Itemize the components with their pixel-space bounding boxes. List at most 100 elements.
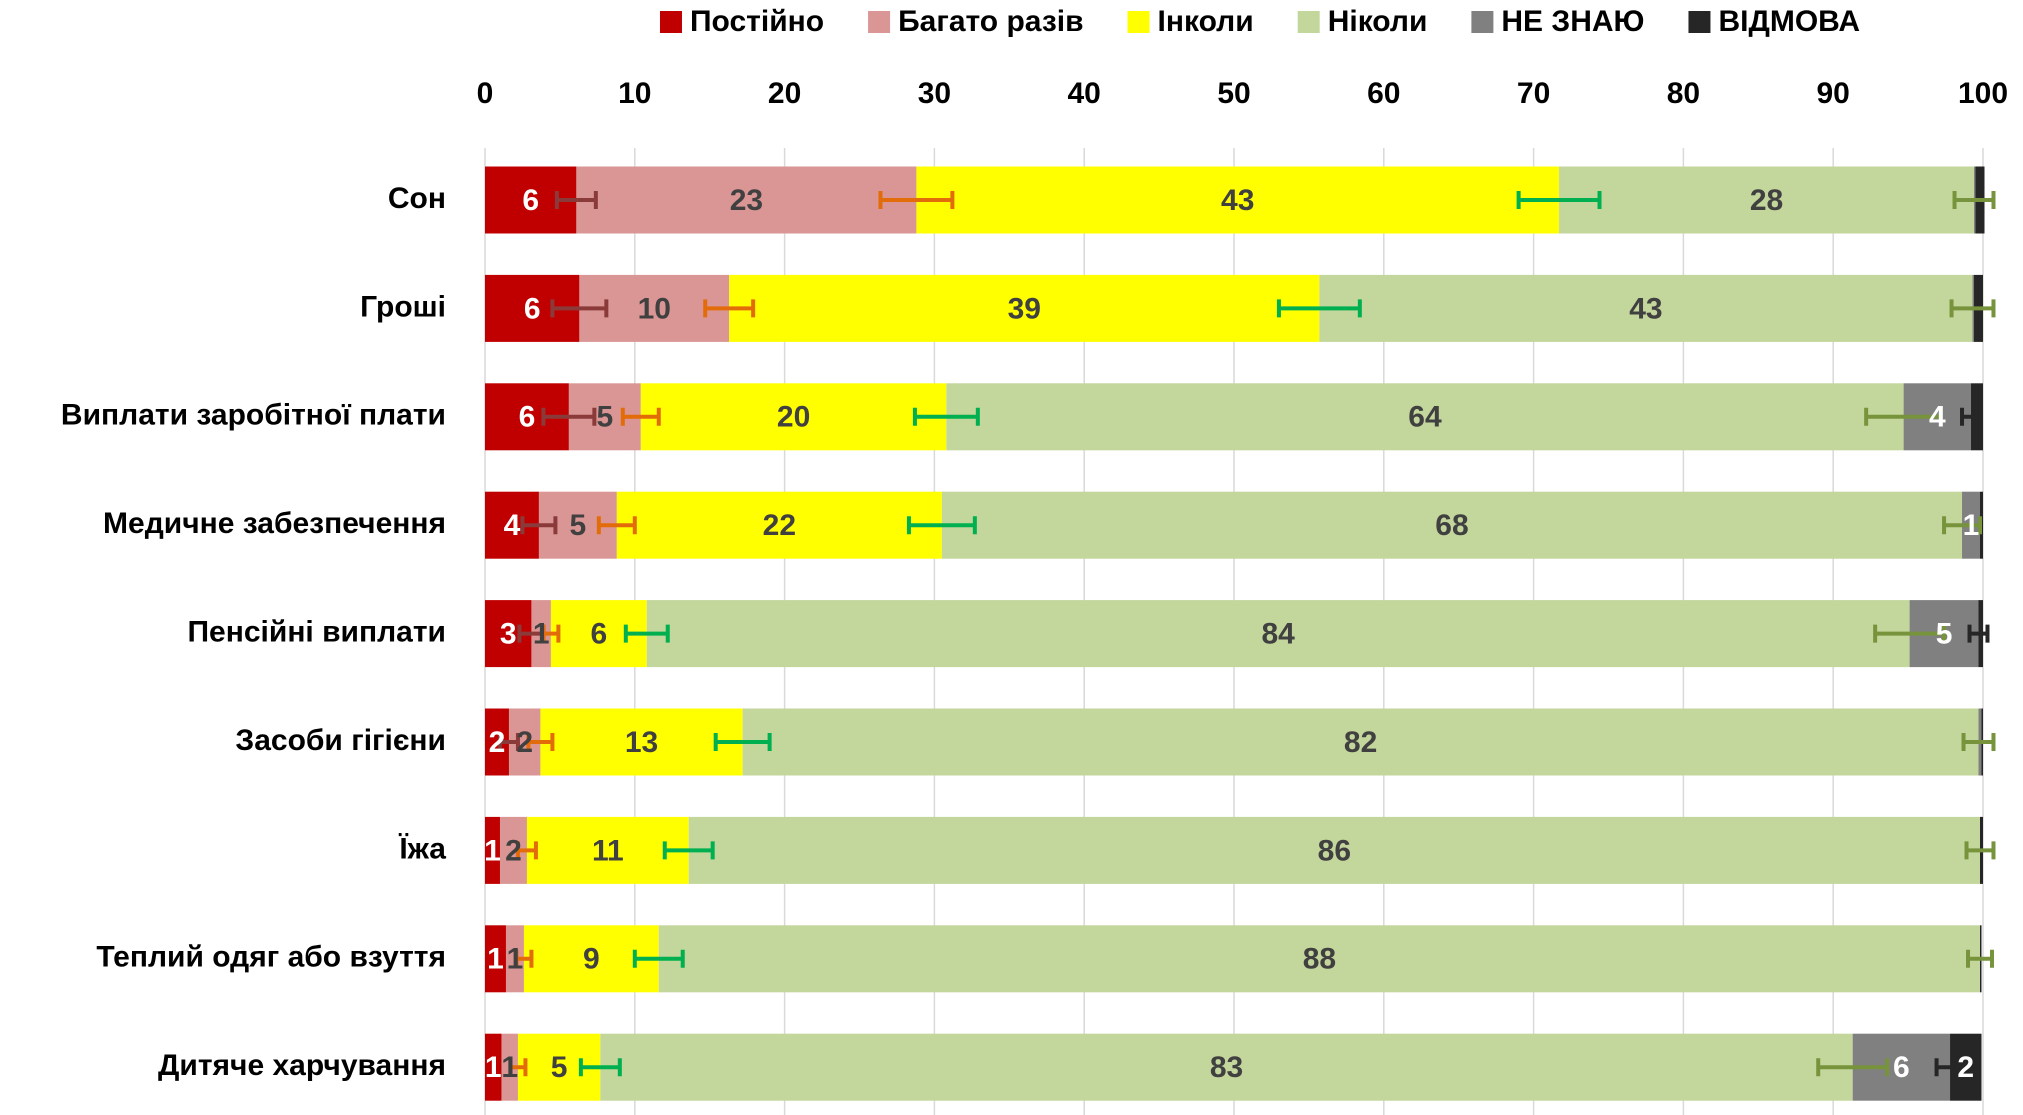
value-label: 23 (730, 184, 763, 217)
value-label: 5 (1936, 618, 1953, 651)
bar-segment (1319, 274, 1973, 342)
error-bar (541, 407, 597, 426)
value-label: 1 (485, 1051, 502, 1084)
error-bar (1864, 407, 1944, 426)
value-label: 84 (1262, 618, 1296, 651)
y-tick-label: Теплий одяг або взуття (96, 941, 446, 974)
value-label: 5 (570, 509, 587, 542)
error-bar (520, 516, 558, 535)
legend-label: ВІДМОВА (1718, 5, 1860, 38)
x-tick-label: 90 (1817, 77, 1850, 110)
value-label: 6 (524, 292, 541, 325)
error-bar (632, 949, 685, 968)
error-bar (1964, 841, 1996, 860)
value-label: 86 (1318, 834, 1351, 867)
value-label: 2 (489, 726, 506, 759)
value-label: 82 (1344, 726, 1377, 759)
y-tick-label: Гроші (360, 290, 446, 323)
legend-label: НЕ ЗНАЮ (1501, 5, 1644, 38)
bar-segment (916, 166, 1560, 234)
error-bar (1949, 299, 1996, 318)
error-bar (912, 407, 980, 426)
value-label: 1 (1963, 509, 1980, 542)
value-label: 1 (501, 1051, 518, 1084)
y-tick-label: Медичне забезпечення (103, 507, 446, 540)
error-bar (515, 841, 538, 860)
bar-segment (941, 491, 1963, 559)
error-bar (508, 1058, 528, 1077)
bar-segment (946, 383, 1904, 451)
bar-segment (526, 816, 689, 884)
x-tick-label: 30 (918, 77, 951, 110)
value-label: 1 (533, 618, 550, 651)
value-label: 5 (551, 1051, 568, 1084)
bar-segment (616, 491, 942, 559)
error-bar (578, 1058, 622, 1077)
error-bar (1952, 191, 1996, 209)
error-bar (662, 841, 715, 860)
value-label: 4 (504, 509, 521, 542)
bar-segment (540, 708, 743, 776)
value-label: 3 (500, 618, 517, 651)
error-bar (497, 733, 520, 751)
y-tick-label: Їжа (398, 832, 446, 865)
x-tick-label: 0 (477, 77, 494, 110)
bar-segment (658, 925, 1981, 993)
error-bar (1873, 624, 1947, 643)
bar-segment (1559, 166, 1975, 234)
bar-segment (485, 925, 506, 993)
error-bar (713, 733, 772, 751)
value-label: 2 (1957, 1051, 1974, 1084)
bar-segment (688, 816, 1981, 884)
value-label: 9 (583, 943, 600, 976)
value-label: 6 (1893, 1051, 1910, 1084)
value-label: 6 (519, 401, 536, 434)
y-tick-label: Засоби гігієни (235, 724, 446, 757)
error-bar (1934, 1058, 1966, 1077)
value-label: 13 (625, 726, 658, 759)
bar-segment (600, 1033, 1853, 1101)
x-tick-label: 80 (1667, 77, 1700, 110)
bar-segment (485, 708, 509, 776)
value-label: 88 (1303, 943, 1336, 976)
value-label: 1 (487, 943, 504, 976)
x-tick-label: 50 (1217, 77, 1250, 110)
x-tick-label: 100 (1958, 77, 2008, 110)
x-tick-label: 10 (618, 77, 651, 110)
value-label: 1 (507, 943, 524, 976)
value-label: 6 (591, 618, 608, 651)
error-bar (514, 949, 534, 968)
value-label: 2 (516, 726, 533, 759)
value-label: 68 (1435, 509, 1468, 542)
bar-segment (640, 383, 947, 451)
x-tick-label: 70 (1517, 77, 1550, 110)
value-label: 1 (484, 834, 501, 867)
legend-swatch (1127, 11, 1150, 33)
error-bar (1966, 949, 1994, 968)
y-tick-label: Виплати заробітної плати (61, 399, 446, 432)
bar-segment (729, 274, 1320, 342)
legend-swatch (1471, 11, 1494, 33)
error-bar (703, 299, 756, 318)
error-bar (550, 299, 609, 318)
value-label: 11 (592, 834, 624, 867)
legend-label: Багато разів (898, 5, 1083, 38)
x-tick-label: 20 (768, 77, 801, 110)
error-bar (541, 624, 561, 643)
legend-label: Інколи (1158, 5, 1254, 38)
value-label: 43 (1629, 292, 1662, 325)
legend: Постійно Багато разів Інколи Ніколи НЕ ЗНАЮ В… (659, 5, 1860, 38)
value-label: 28 (1750, 184, 1783, 217)
legend-swatch (1688, 11, 1711, 33)
value-label: 4 (1929, 401, 1946, 434)
value-label: 5 (596, 401, 613, 434)
error-bar (1967, 624, 1990, 643)
bar-segment (485, 816, 500, 884)
value-label: 83 (1210, 1051, 1243, 1084)
error-bar (1960, 407, 1982, 426)
value-label: 6 (522, 184, 539, 217)
error-bar (906, 516, 977, 535)
value-label: 2 (505, 834, 522, 867)
y-tick-label: Дитяче харчування (158, 1049, 446, 1082)
bar-segment (742, 708, 1979, 776)
